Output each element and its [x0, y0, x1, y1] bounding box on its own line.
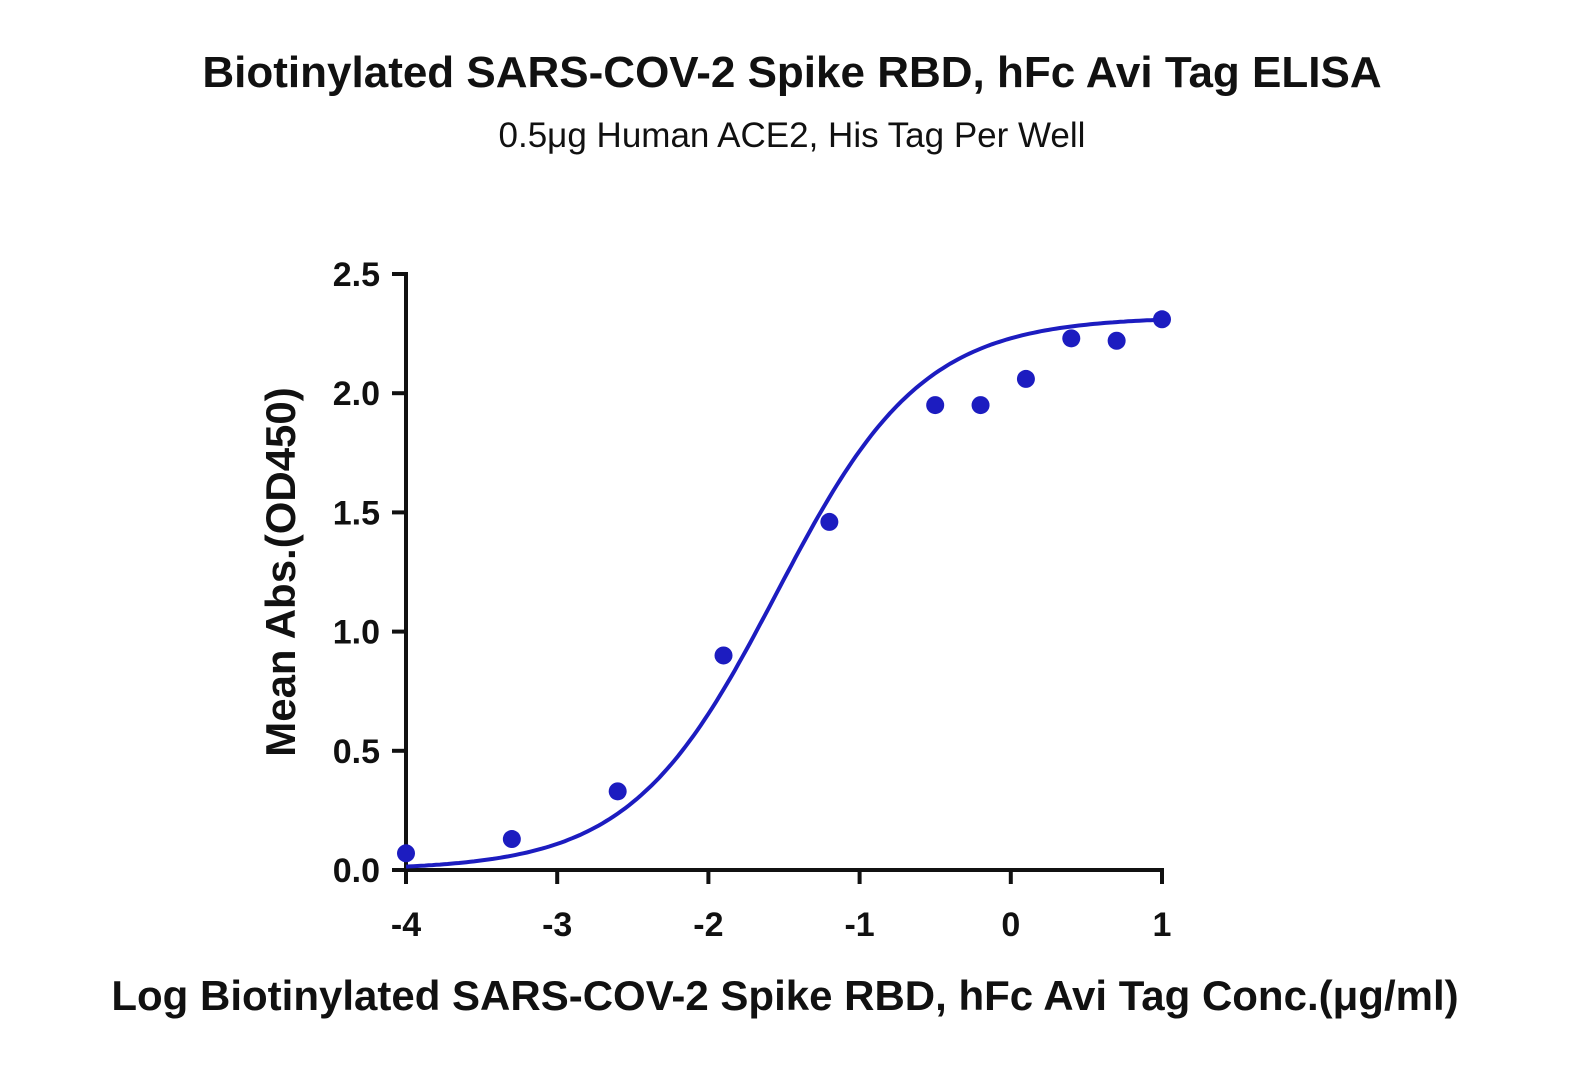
- data-point: [714, 646, 733, 665]
- x-axis: -4 -3 -2 -1 0 1: [391, 868, 1172, 944]
- y-tick-label: 0.5: [333, 733, 380, 771]
- x-tick-label: 1: [1153, 906, 1172, 944]
- data-point: [397, 844, 415, 863]
- data-point: [1153, 310, 1171, 329]
- data-point: [971, 396, 990, 415]
- fit-curve: [405, 317, 1163, 869]
- x-tick-label: 0: [1001, 906, 1020, 944]
- y-axis: 0.0 0.5 1.0 1.5 2.0 2.5: [333, 256, 408, 890]
- data-point: [1016, 369, 1035, 388]
- data-points: [397, 310, 1171, 863]
- y-tick-label: 1.5: [333, 494, 380, 532]
- x-tick-label: -1: [844, 906, 874, 944]
- x-tick-label: -3: [542, 906, 572, 944]
- data-point: [926, 396, 945, 415]
- data-point: [820, 512, 839, 531]
- y-tick-label: 0.0: [333, 852, 380, 890]
- x-tick-label: -2: [693, 906, 723, 944]
- chart-subtitle: 0.5μg Human ACE2, His Tag Per Well: [498, 116, 1086, 155]
- y-tick-label: 2.5: [333, 256, 380, 294]
- data-point: [1107, 331, 1126, 350]
- data-point: [502, 830, 521, 849]
- data-point: [608, 782, 627, 801]
- x-tick-label: -4: [391, 906, 421, 944]
- fit-curve-group: [405, 317, 1163, 869]
- y-tick-label: 2.0: [333, 375, 380, 413]
- y-axis-label: Mean Abs.(OD450): [257, 387, 304, 757]
- data-point: [1062, 329, 1081, 348]
- chart-title: Biotinylated SARS-COV-2 Spike RBD, hFc A…: [202, 48, 1382, 97]
- y-tick-label: 1.0: [333, 614, 380, 652]
- x-axis-label: Log Biotinylated SARS-COV-2 Spike RBD, h…: [111, 972, 1458, 1019]
